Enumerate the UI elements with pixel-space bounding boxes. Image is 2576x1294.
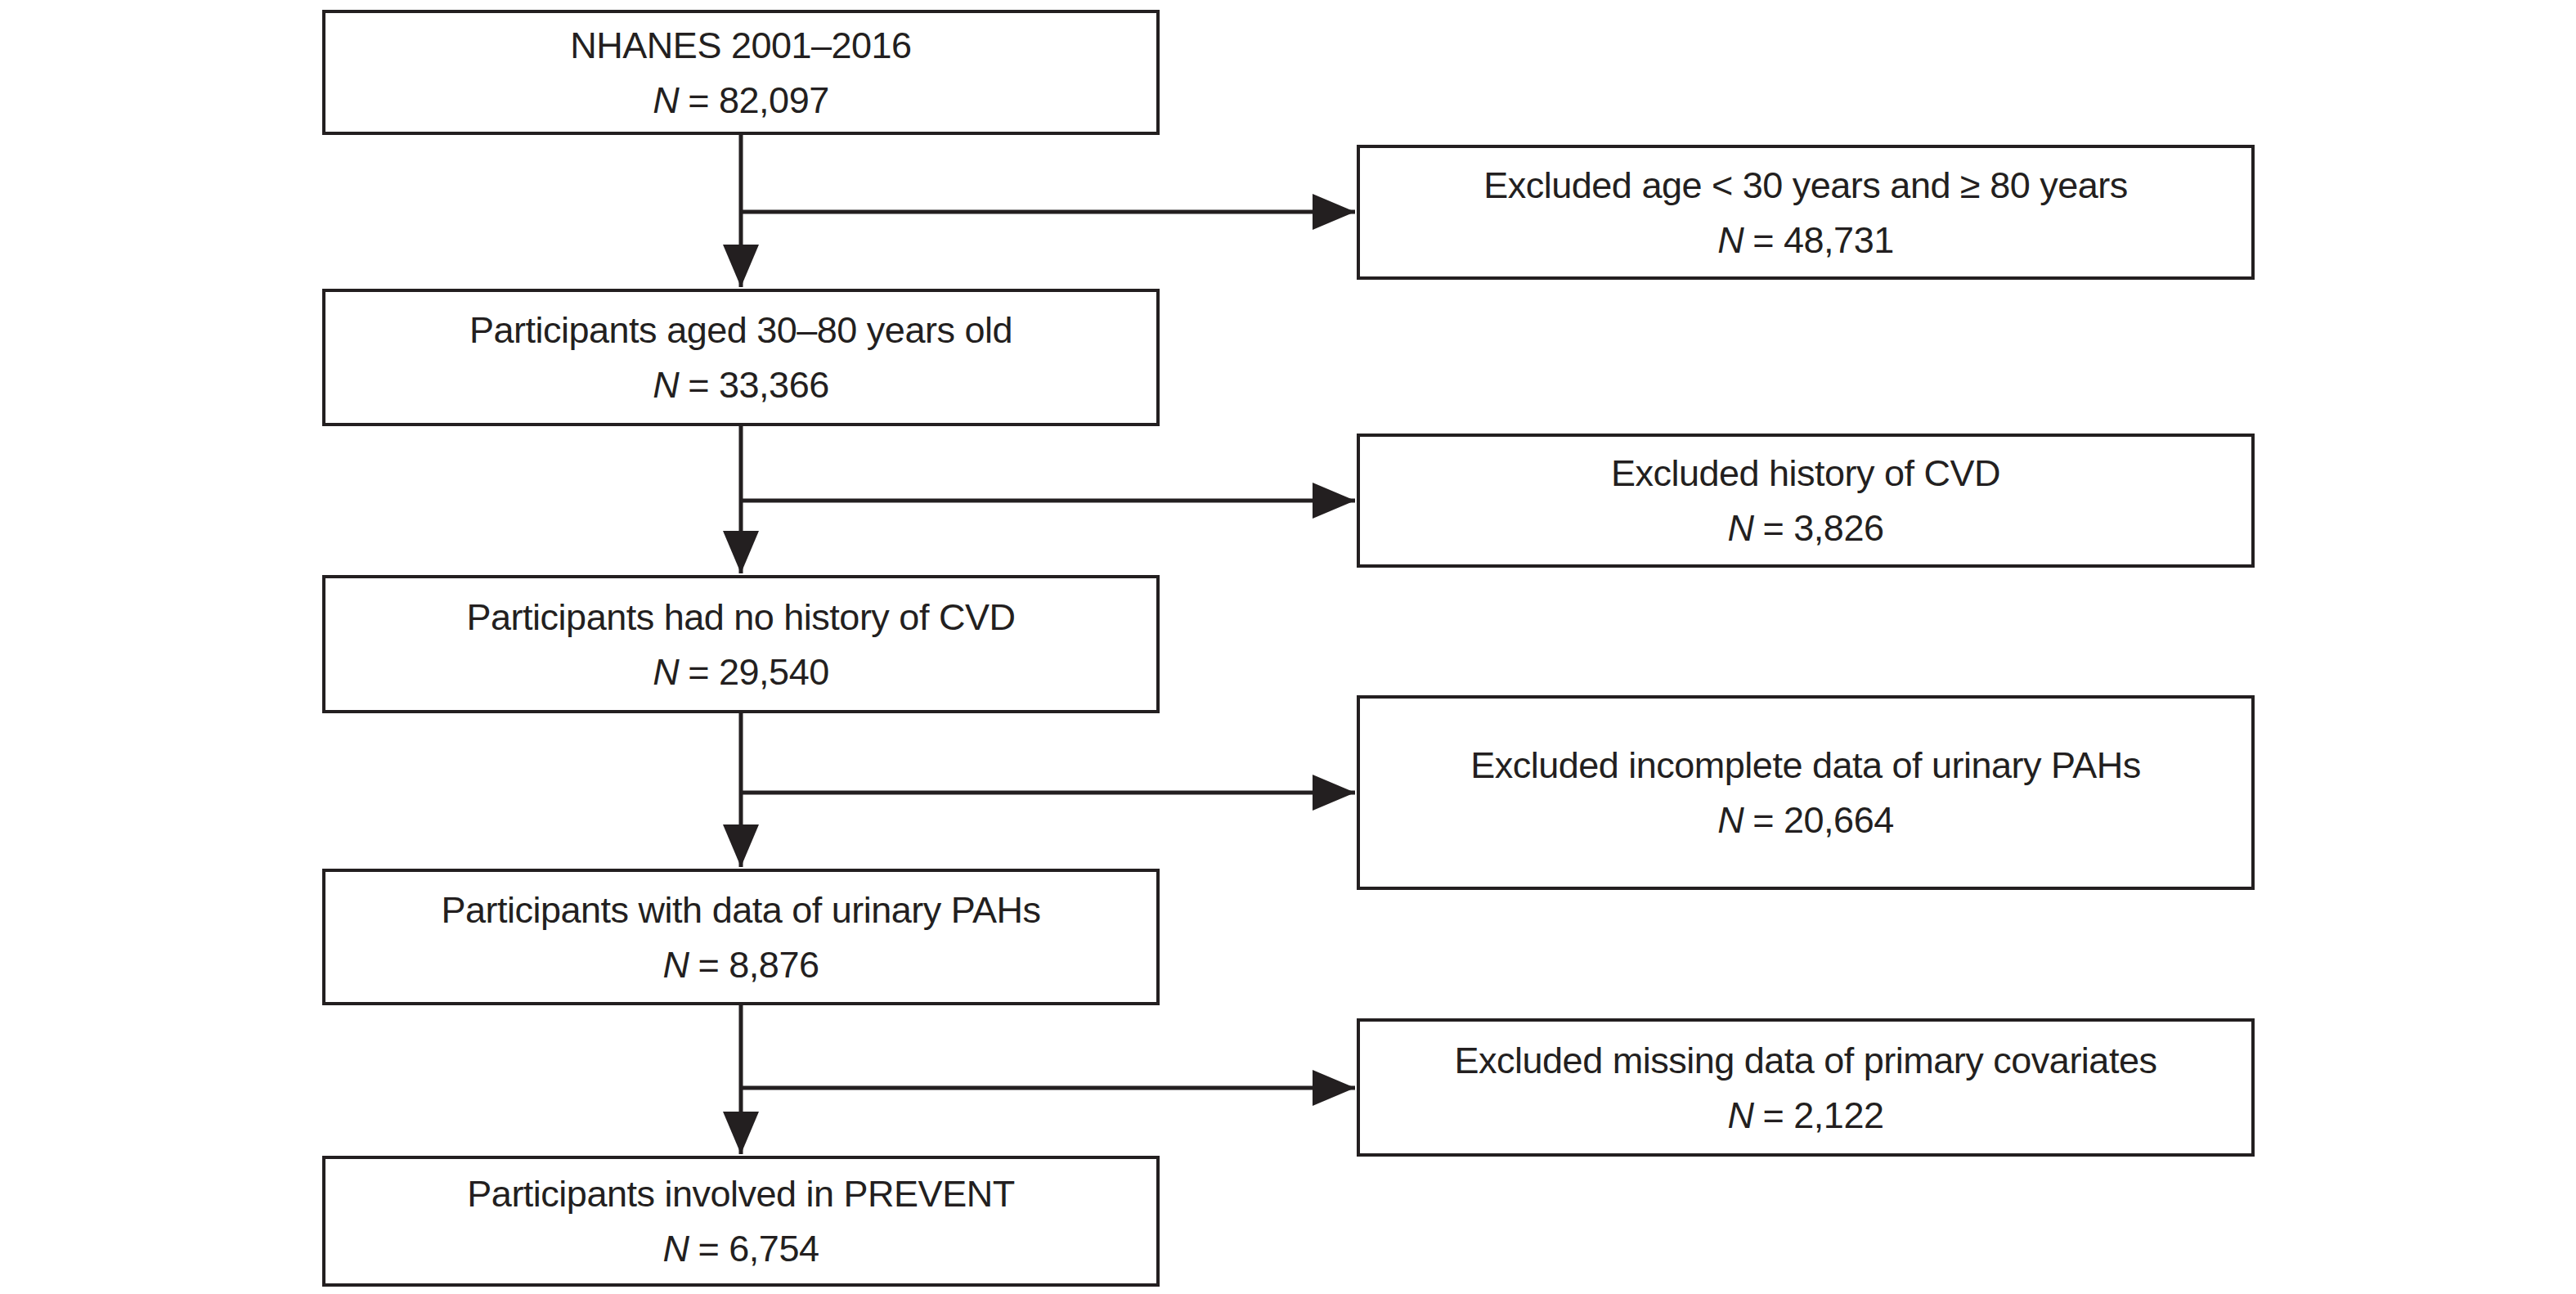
- n-value: = 29,540: [688, 651, 828, 693]
- n-symbol: N: [1717, 219, 1744, 261]
- n-symbol: N: [1717, 799, 1744, 841]
- node-label: Excluded age < 30 years and ≥ 80 years: [1483, 158, 2127, 213]
- n-symbol: N: [653, 79, 679, 121]
- n-value: = 3,826: [1763, 507, 1884, 549]
- n-symbol: N: [663, 944, 689, 986]
- node-count: N= 20,664: [1717, 793, 1893, 847]
- n-symbol: N: [1728, 507, 1754, 549]
- n-value: = 20,664: [1752, 799, 1893, 841]
- n-value: = 33,366: [688, 364, 828, 406]
- n-value: = 8,876: [698, 944, 819, 986]
- n-value: = 82,097: [688, 79, 828, 121]
- n-symbol: N: [653, 651, 679, 693]
- node-label: Excluded history of CVD: [1611, 446, 2000, 501]
- node-label: Excluded missing data of primary covaria…: [1455, 1033, 2157, 1088]
- node-count: N= 82,097: [653, 73, 828, 128]
- flow-node-nhanes-source: NHANES 2001–2016 N= 82,097: [322, 10, 1160, 135]
- excluded-node-age: Excluded age < 30 years and ≥ 80 years N…: [1357, 145, 2255, 280]
- node-count: N= 2,122: [1728, 1088, 1884, 1143]
- node-label: Excluded incomplete data of urinary PAHs: [1470, 738, 2141, 793]
- n-value: = 48,731: [1752, 219, 1893, 261]
- n-symbol: N: [663, 1228, 689, 1269]
- node-count: N= 29,540: [653, 645, 828, 699]
- node-count: N= 3,826: [1728, 501, 1884, 555]
- node-label: Participants involved in PREVENT: [467, 1166, 1014, 1221]
- n-value: = 2,122: [1763, 1094, 1884, 1136]
- n-value: = 6,754: [698, 1228, 819, 1269]
- node-count: N= 8,876: [663, 937, 819, 992]
- excluded-node-cvd-history: Excluded history of CVD N= 3,826: [1357, 434, 2255, 568]
- flow-node-aged-30-80: Participants aged 30–80 years old N= 33,…: [322, 289, 1160, 426]
- node-label: Participants with data of urinary PAHs: [442, 883, 1041, 937]
- flow-diagram: NHANES 2001–2016 N= 82,097 Participants …: [0, 0, 2576, 1294]
- flow-node-prevent-final: Participants involved in PREVENT N= 6,75…: [322, 1156, 1160, 1287]
- node-label: Participants aged 30–80 years old: [469, 303, 1012, 357]
- flow-node-no-cvd-history: Participants had no history of CVD N= 29…: [322, 575, 1160, 713]
- node-count: N= 6,754: [663, 1221, 819, 1276]
- n-symbol: N: [1728, 1094, 1754, 1136]
- node-count: N= 33,366: [653, 357, 828, 412]
- excluded-node-incomplete-pahs: Excluded incomplete data of urinary PAHs…: [1357, 695, 2255, 890]
- node-count: N= 48,731: [1717, 213, 1893, 267]
- excluded-node-missing-covariates: Excluded missing data of primary covaria…: [1357, 1018, 2255, 1157]
- flow-node-urinary-pahs-data: Participants with data of urinary PAHs N…: [322, 869, 1160, 1005]
- node-label: NHANES 2001–2016: [570, 18, 911, 73]
- node-label: Participants had no history of CVD: [467, 590, 1016, 645]
- n-symbol: N: [653, 364, 679, 406]
